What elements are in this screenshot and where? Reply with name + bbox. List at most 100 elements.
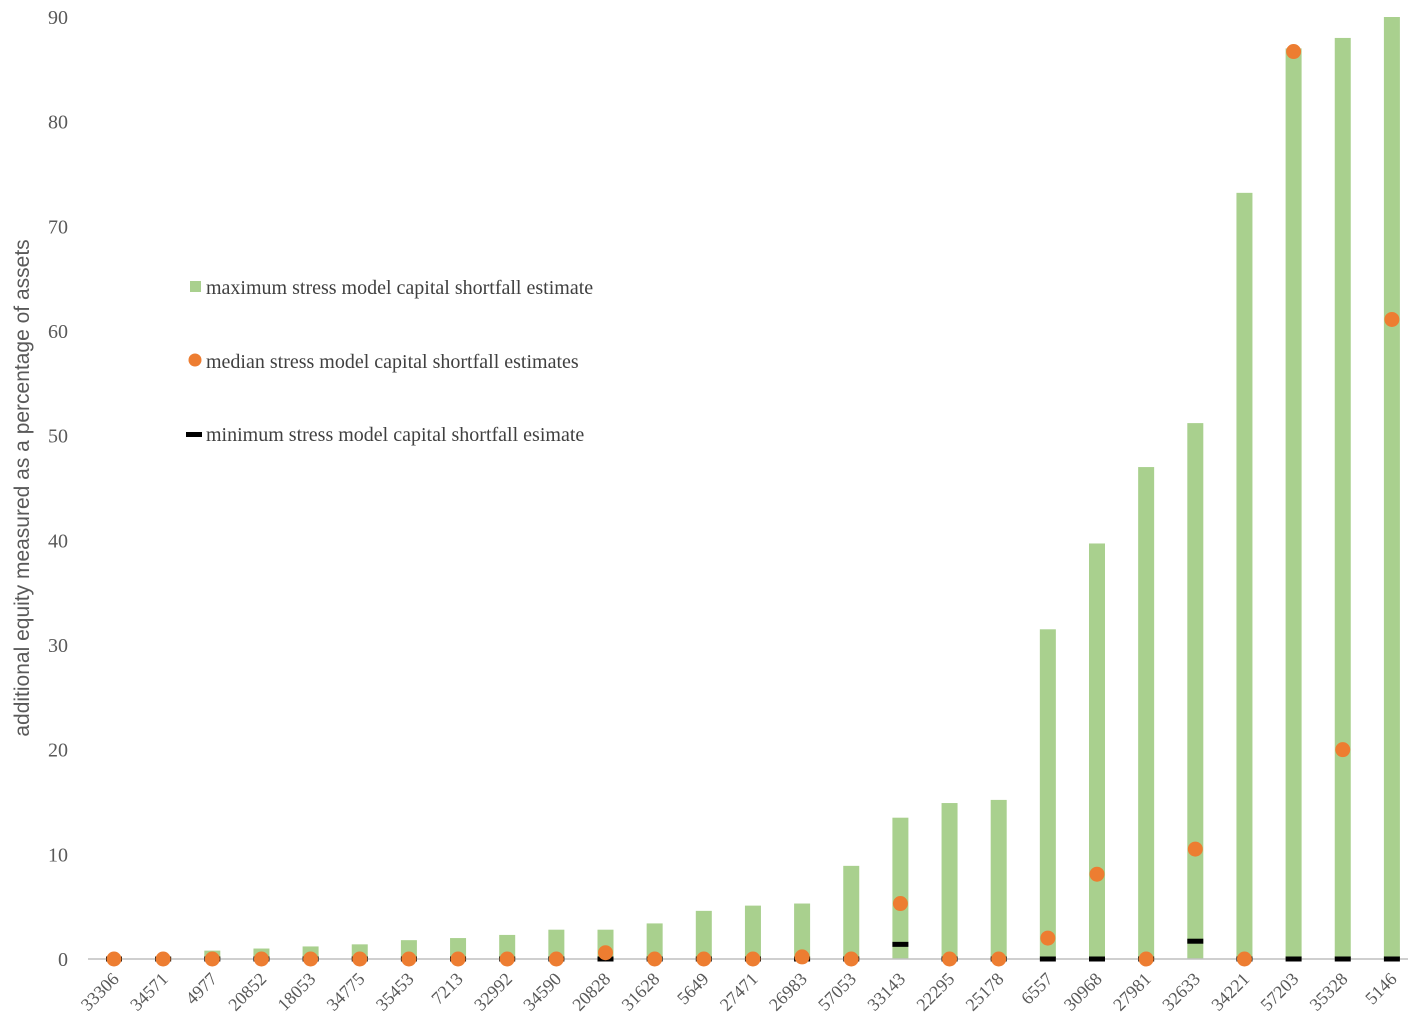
x-tick-label: 30968 (1060, 969, 1106, 1015)
x-tick-label: 27471 (716, 969, 762, 1015)
dot-median (352, 951, 368, 967)
legend: maximum stress model capital shortfall e… (186, 277, 593, 446)
x-tick-label: 34221 (1207, 969, 1253, 1015)
legend-item-median: median stress model capital shortfall es… (188, 351, 579, 373)
median-dots (106, 44, 1400, 967)
y-tick-label: 90 (48, 7, 68, 29)
x-axis-ticks: 33306 34571 4977 20852 18053 34775 35453 7213 32… (77, 969, 1401, 1015)
y-tick-label: 40 (48, 530, 68, 552)
dot-median (106, 951, 122, 967)
y-tick-label: 10 (48, 844, 68, 866)
x-tick-label: 34590 (519, 969, 565, 1015)
y-tick-label: 70 (48, 216, 68, 238)
dot-median (450, 951, 466, 967)
dot-median (745, 951, 761, 967)
dot-median (1138, 951, 1154, 967)
x-tick-label: 32992 (470, 969, 516, 1015)
dot-median (843, 951, 859, 967)
marker-minimum (1383, 956, 1400, 962)
dot-median (499, 951, 515, 967)
legend-swatch-maximum (190, 281, 201, 292)
dot-median (696, 951, 712, 967)
dot-median (1187, 841, 1203, 857)
bar-maximum (1236, 192, 1253, 960)
x-tick-label: 34571 (126, 969, 172, 1015)
bar-maximum (1383, 17, 1400, 959)
bar-maximum (1285, 48, 1302, 959)
y-tick-label: 20 (48, 740, 68, 762)
x-tick-label: 32633 (1158, 969, 1204, 1015)
dot-median (598, 945, 613, 961)
x-tick-label: 57203 (1256, 969, 1302, 1015)
bar-maximum (1039, 629, 1056, 959)
dot-median (253, 951, 269, 967)
marker-minimum (1089, 956, 1105, 962)
bar-maximum (1334, 37, 1351, 959)
dot-median (1286, 44, 1302, 60)
bar-maximum (744, 905, 761, 959)
x-tick-label: 35453 (372, 969, 418, 1015)
legend-label-minimum: minimum stress model capital shortfall e… (206, 424, 584, 446)
dot-median (1040, 930, 1056, 946)
bar-maximum (646, 923, 663, 959)
bar-maximum (892, 817, 909, 959)
x-tick-label: 5146 (1361, 969, 1401, 1009)
y-tick-label: 0 (58, 949, 68, 971)
legend-swatch-median (188, 353, 202, 367)
bar-maximum (1089, 543, 1105, 959)
y-tick-label: 50 (48, 426, 68, 448)
bar-maximum (695, 910, 712, 959)
y-tick-label: 60 (48, 321, 68, 343)
x-tick-label: 27981 (1109, 969, 1155, 1015)
x-tick-label: 20828 (568, 969, 614, 1015)
dot-median (942, 951, 958, 967)
marker-minimum (1187, 938, 1204, 944)
y-axis-label: additional equity measured as a percenta… (11, 239, 34, 736)
dot-median (1384, 311, 1400, 327)
legend-label-median: median stress model capital shortfall es… (206, 351, 579, 373)
x-tick-label: 20852 (224, 969, 270, 1015)
bar-maximum (794, 903, 811, 959)
dot-median (794, 949, 810, 965)
bar-maximum (843, 865, 860, 959)
marker-minimum (892, 941, 909, 947)
x-tick-label: 7213 (427, 969, 467, 1009)
dot-median (204, 951, 220, 967)
dot-median (647, 951, 663, 967)
bar-maximum (1187, 423, 1204, 959)
x-tick-label: 22295 (912, 969, 958, 1015)
legend-item-minimum: minimum stress model capital shortfall e… (186, 424, 584, 446)
x-tick-label: 5649 (673, 969, 713, 1009)
dot-median (991, 951, 1007, 967)
legend-item-maximum: maximum stress model capital shortfall e… (190, 277, 593, 299)
x-tick-label: 31628 (618, 969, 664, 1015)
x-tick-label: 26983 (765, 969, 811, 1015)
dot-median (1089, 866, 1105, 882)
dot-median (303, 951, 319, 967)
marker-minimum (1285, 956, 1302, 962)
x-tick-label: 34775 (323, 969, 369, 1015)
dot-median (548, 951, 564, 967)
dot-median (155, 951, 171, 967)
y-axis-ticks: 0 10 20 30 40 50 60 70 80 90 (48, 7, 68, 971)
y-tick-label: 80 (48, 112, 68, 134)
x-tick-label: 57053 (814, 969, 860, 1015)
x-tick-label: 25178 (962, 969, 1008, 1015)
bar-maximum (548, 929, 565, 959)
y-tick-label: 30 (48, 635, 68, 657)
x-tick-label: 33306 (77, 969, 123, 1015)
x-tick-label: 6557 (1017, 969, 1057, 1009)
bar-maximum (1138, 467, 1155, 959)
bar-maximum (941, 803, 958, 959)
legend-swatch-minimum (186, 432, 202, 437)
x-tick-label: 35328 (1306, 969, 1352, 1015)
x-tick-label: 4977 (182, 969, 222, 1009)
x-tick-label: 33143 (863, 969, 909, 1015)
legend-label-maximum: maximum stress model capital shortfall e… (206, 277, 593, 299)
dot-median (1335, 742, 1351, 758)
dot-median (1236, 951, 1252, 967)
dot-median (401, 951, 417, 967)
dot-median (892, 896, 908, 912)
marker-minimum (1039, 956, 1056, 962)
